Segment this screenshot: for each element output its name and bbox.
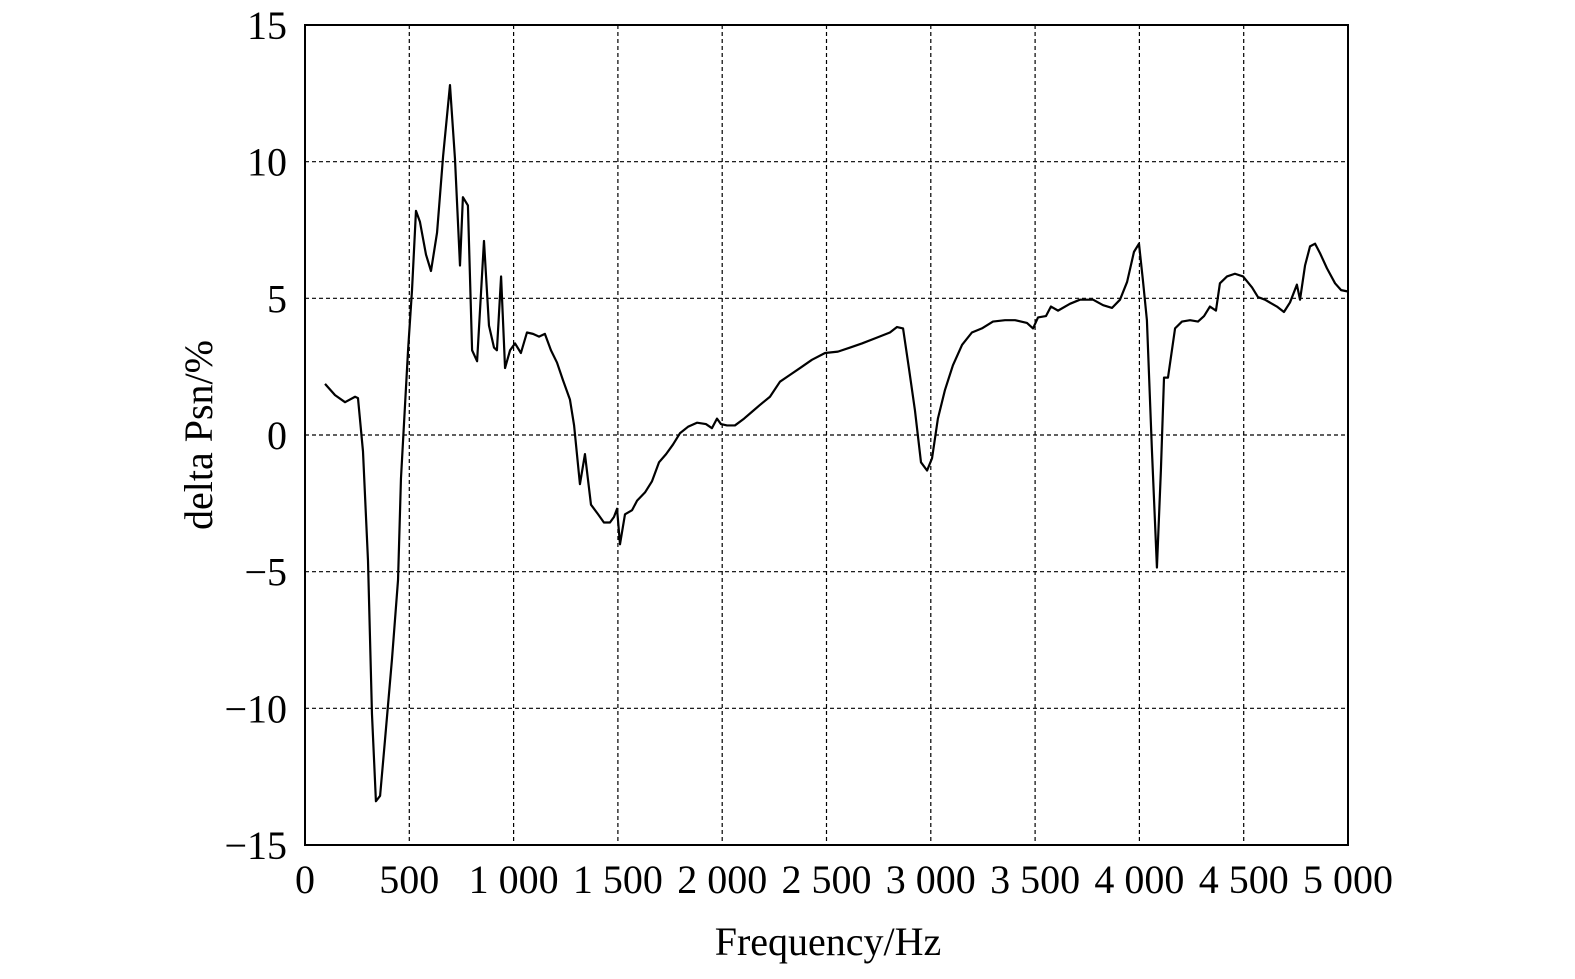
y-tick-label: 10 bbox=[247, 140, 287, 185]
data-line bbox=[324, 84, 1349, 803]
y-tick-label: 5 bbox=[267, 276, 287, 321]
y-tick-label: −5 bbox=[244, 550, 287, 595]
x-tick-label: 2 500 bbox=[782, 857, 872, 902]
x-tick-label: 0 bbox=[295, 857, 315, 902]
x-tick-label: 3 500 bbox=[990, 857, 1080, 902]
x-tick-label: 3 000 bbox=[886, 857, 976, 902]
x-tick-label: 500 bbox=[379, 857, 439, 902]
x-tick-label: 5 000 bbox=[1303, 857, 1393, 902]
y-tick-label: −15 bbox=[224, 823, 287, 868]
x-tick-label: 4 000 bbox=[1094, 857, 1184, 902]
x-axis-title: Frequency/Hz bbox=[715, 919, 942, 964]
x-tick-label: 1 000 bbox=[469, 857, 559, 902]
y-tick-label: 0 bbox=[267, 413, 287, 458]
y-tick-label: 15 bbox=[247, 3, 287, 48]
x-tick-label: 1 500 bbox=[573, 857, 663, 902]
plot-frame bbox=[304, 24, 1349, 846]
x-tick-label: 4 500 bbox=[1199, 857, 1289, 902]
y-axis-title: delta Psn/% bbox=[176, 340, 221, 530]
y-tick-label: −10 bbox=[224, 686, 287, 731]
x-tick-label: 2 000 bbox=[677, 857, 767, 902]
